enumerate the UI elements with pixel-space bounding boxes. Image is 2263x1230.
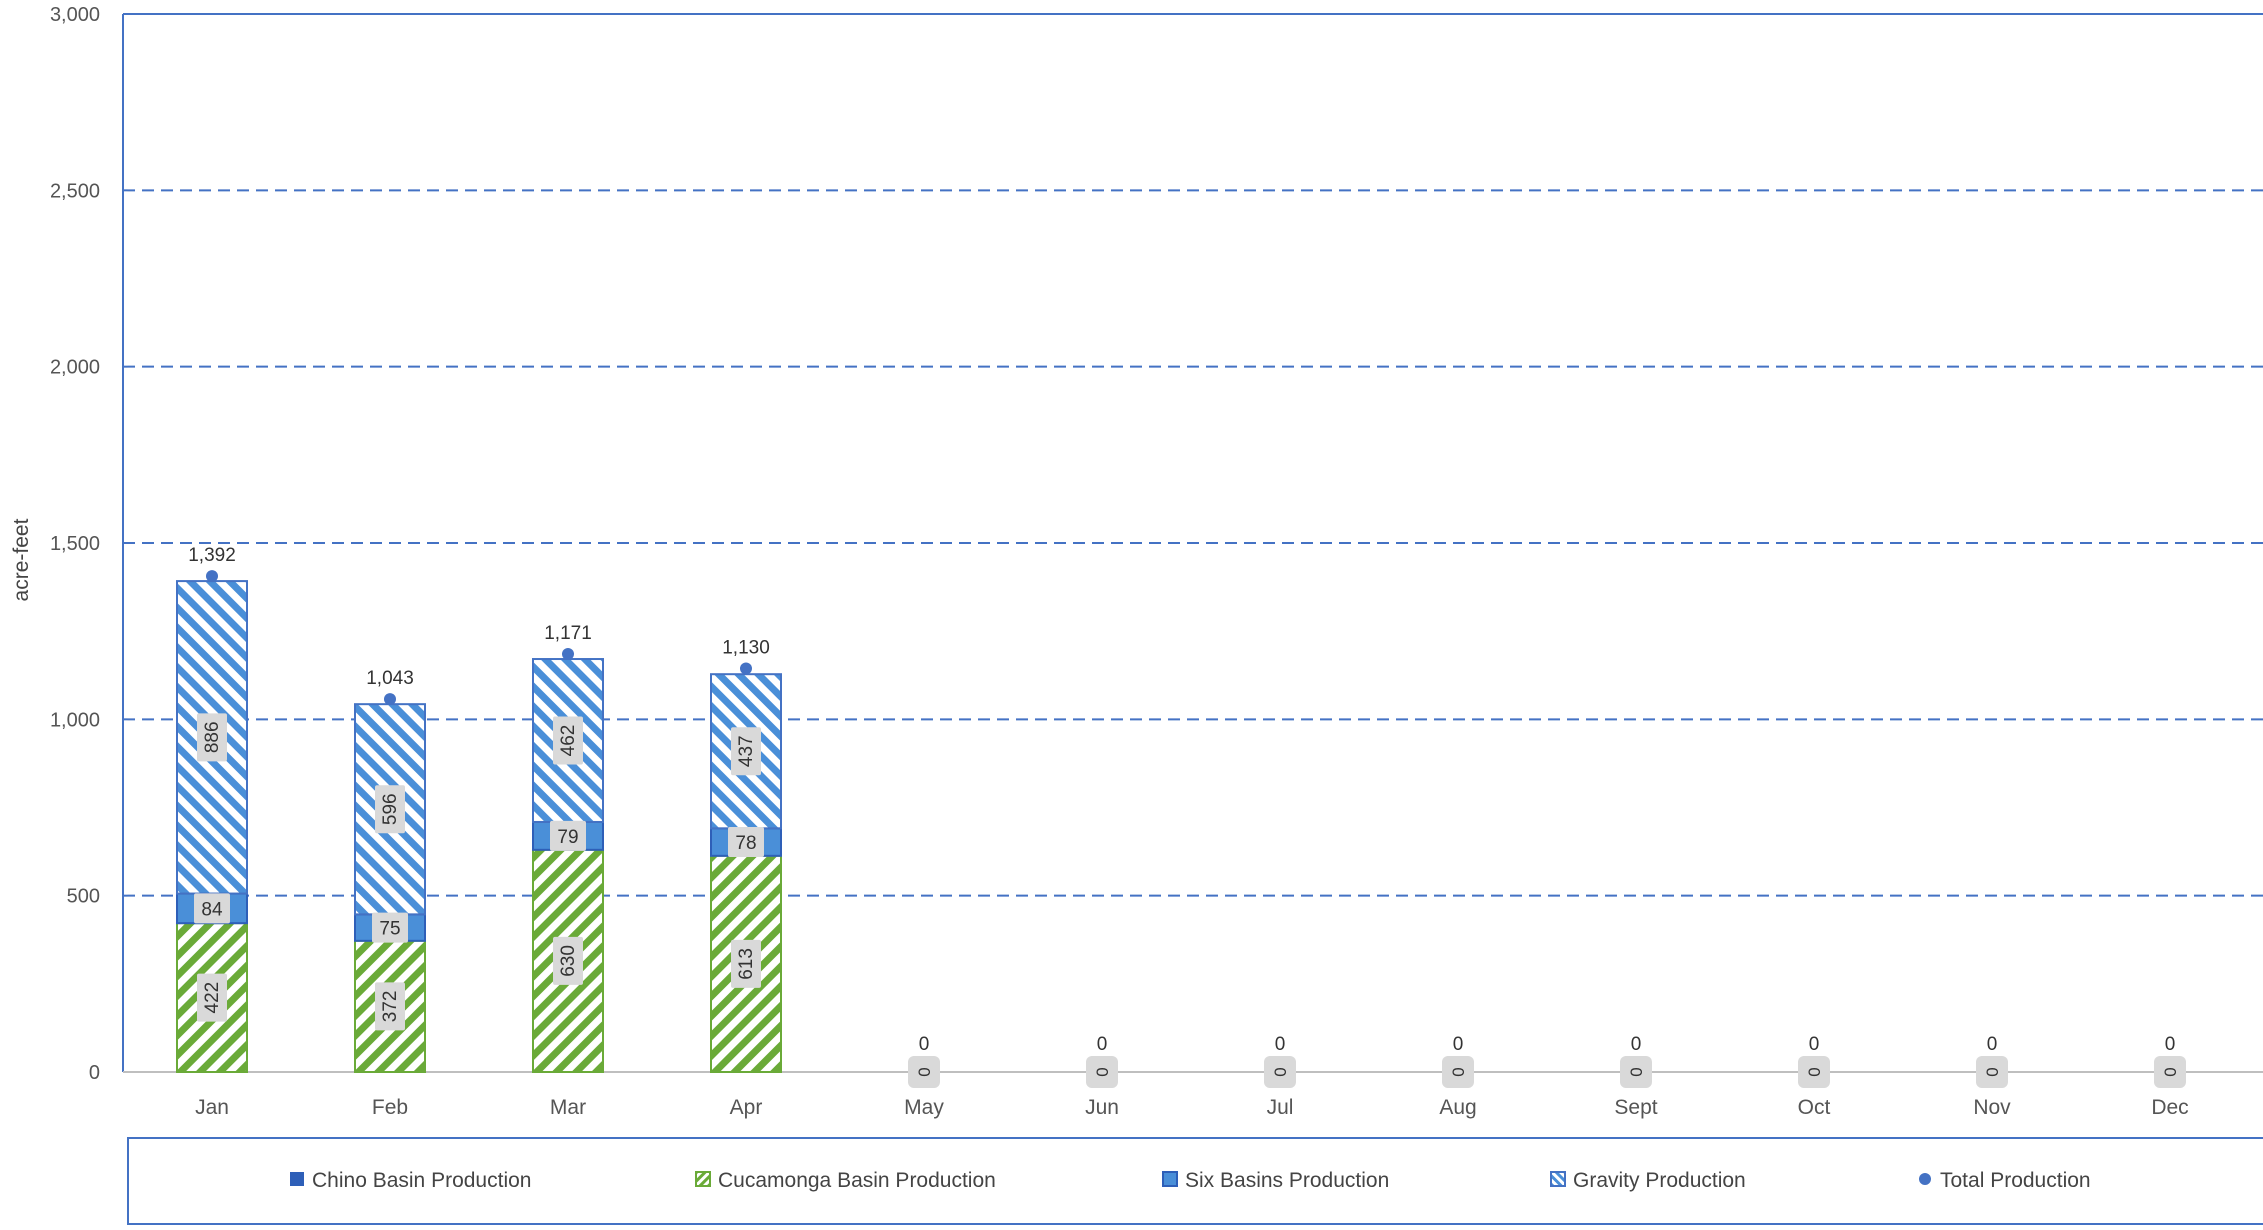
total-label: 0 [1453,1034,1464,1055]
label-gravity-bg [197,713,227,762]
label-six-basins-bg [372,912,408,943]
label-gravity: 596 [380,793,401,825]
label-cucamonga-bg [375,982,405,1031]
label-six-basins: 78 [735,833,756,854]
legend-label: Cucamonga Basin Production [718,1169,996,1192]
label-cucamonga-bg [197,973,227,1022]
legend-swatch [1162,1171,1178,1187]
zero-badge-bg [1086,1056,1118,1088]
total-production-point [206,570,218,583]
legend-box [127,1137,2263,1225]
zero-badge-bg [1442,1056,1474,1088]
label-six-basins: 84 [201,899,223,920]
x-tick-label: Mar [550,1096,586,1119]
label-cucamonga-bg [553,936,583,985]
legend: Chino Basin Production Cucamonga Basin Pr… [127,1137,2263,1225]
y-tick-label: 500 [67,886,100,908]
x-tick-label: May [904,1096,944,1119]
legend-swatch [1550,1171,1566,1187]
total-label: 1,043 [366,668,414,689]
label-cucamonga-bg [731,939,761,988]
label-six-basins: 75 [379,919,400,940]
zero-label: 0 [915,1067,934,1076]
y-tick-label: 1,500 [50,533,100,555]
grid-lines [123,13,2263,897]
label-six-basins-bg [550,820,586,851]
y-tick-label: 3,000 [50,4,100,26]
bars [176,570,2175,1077]
zero-badge-bg [2154,1056,2186,1088]
x-tick-label: Jan [195,1096,229,1119]
zero-label: 0 [1627,1067,1646,1076]
zero-label: 0 [1983,1067,2002,1076]
x-tick-label: Aug [1439,1096,1476,1119]
x-tick-label: Sept [1614,1096,1657,1119]
y-axis-title: acre-feet [10,518,33,601]
label-six-basins-bg [728,827,764,858]
total-label: 1,130 [722,637,770,658]
y-tick-label: 2,000 [50,357,100,379]
total-label: 1,392 [188,545,236,566]
total-production-point [384,693,396,706]
label-gravity-bg [731,727,761,776]
label-cucamonga: 372 [380,991,401,1023]
zero-label: 0 [1093,1067,1112,1076]
label-gravity: 437 [736,735,757,767]
total-production-point [740,662,752,675]
label-cucamonga: 613 [736,948,757,980]
total-label: 0 [919,1034,930,1055]
zero-badge-bg [1798,1056,1830,1088]
zero-badge-bg [1976,1056,2008,1088]
label-gravity: 462 [558,725,579,757]
legend-swatch [695,1171,711,1187]
legend-swatch [290,1172,304,1186]
total-label: 0 [1097,1034,1108,1055]
y-tick-label: 1,000 [50,709,100,731]
total-label: 0 [1987,1034,1998,1055]
label-cucamonga: 630 [558,945,579,977]
zero-label: 0 [1449,1067,1468,1076]
y-tick-label: 0 [89,1062,100,1084]
zero-label: 0 [1271,1067,1290,1076]
total-label: 1,171 [544,623,592,644]
x-tick-label: Feb [372,1096,408,1119]
label-six-basins-bg [194,893,230,924]
total-label: 0 [1631,1034,1642,1055]
label-gravity-bg [553,716,583,765]
legend-label: Total Production [1940,1169,2091,1192]
y-tick-label: 2,500 [50,180,100,202]
label-cucamonga: 422 [202,982,223,1014]
zero-badge-bg [1264,1056,1296,1088]
label-gravity: 886 [202,721,223,753]
legend-label: Six Basins Production [1185,1169,1389,1192]
legend-label: Gravity Production [1573,1169,1746,1192]
x-tick-label: Jul [1267,1096,1294,1119]
x-tick-label: Jun [1085,1096,1119,1119]
legend-label: Chino Basin Production [312,1169,531,1192]
zero-badge-bg [1620,1056,1652,1088]
total-label: 0 [2165,1034,2176,1055]
x-tick-label: Oct [1798,1096,1831,1119]
total-production-point [562,648,574,661]
x-tick-label: Nov [1973,1096,2011,1119]
x-tick-label: Apr [730,1096,763,1119]
data-labels: 422 84 886 1,392 372 75 596 1,043 630 79 462 1,171 6… [188,545,2186,1088]
zero-label: 0 [2161,1067,2180,1076]
x-tick-label: Dec [2151,1096,2188,1119]
zero-label: 0 [1805,1067,1824,1076]
label-gravity-bg [375,785,405,834]
total-label: 0 [1275,1034,1286,1055]
axes: 0 500 1,000 1,500 2,000 2,500 3,000 Jan Feb Mar Ap… [50,4,2263,1119]
total-label: 0 [1809,1034,1820,1055]
label-six-basins: 79 [557,827,578,848]
legend-marker-total [1919,1173,1931,1185]
zero-badge-bg [908,1056,940,1088]
